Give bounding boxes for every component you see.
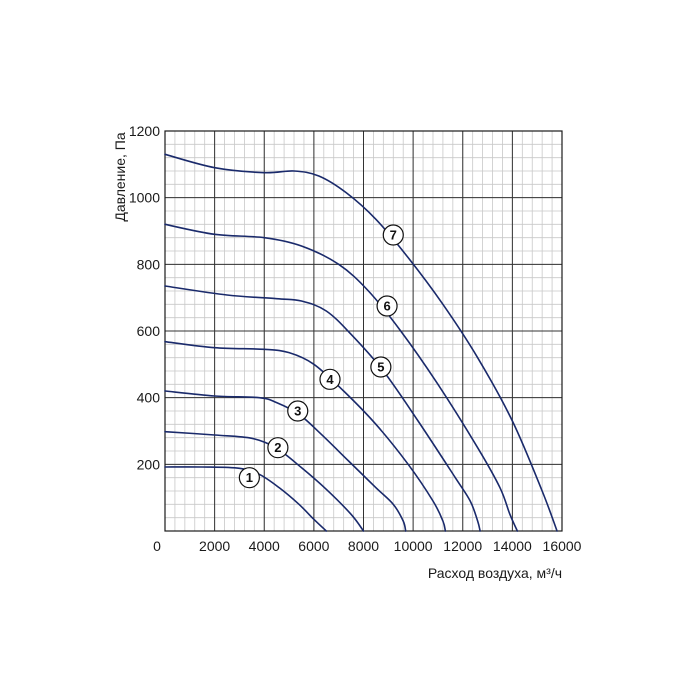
curve-label-circle — [376, 295, 398, 317]
curve-label-7: 7 — [382, 224, 404, 246]
x-tick-label: 6000 — [298, 538, 329, 554]
x-tick-label: 16000 — [543, 538, 582, 554]
curve-label-circle — [287, 400, 309, 422]
curve-label-text: 2 — [274, 440, 281, 455]
y-tick-label: 200 — [137, 456, 161, 472]
curve-1 — [164, 466, 328, 532]
x-tick-label: 2000 — [199, 538, 230, 554]
curve-label-text: 6 — [383, 299, 390, 314]
curve-label-text: 7 — [390, 228, 397, 243]
curve-5 — [164, 285, 481, 532]
x-axis-title: Расход воздуха, м³/ч — [428, 565, 562, 581]
x-tick-labels: 0 2000 4000 6000 8000 10000 12000 14000 16000 — [153, 538, 582, 554]
x-tick-label: 10000 — [394, 538, 433, 554]
y-tick-labels: 200 400 600 800 1000 1200 — [129, 123, 160, 472]
curve-4 — [164, 340, 447, 532]
curve-label-5: 5 — [370, 356, 392, 378]
y-tick-label: 400 — [137, 390, 161, 406]
curve-label-1: 1 — [238, 467, 260, 489]
curve-label-circle — [238, 467, 260, 489]
curve-7 — [164, 153, 558, 532]
curve-6 — [164, 223, 519, 532]
curve-label-text: 1 — [246, 470, 253, 485]
y-tick-label: 600 — [137, 323, 161, 339]
curve-label-circle — [319, 368, 341, 390]
curve-label-4: 4 — [319, 368, 341, 390]
x-tick-label: 8000 — [348, 538, 379, 554]
curve-label-text: 5 — [377, 360, 384, 375]
curve-labels: 1 2 3 4 5 6 7 — [238, 224, 404, 489]
curve-label-circle — [267, 437, 289, 459]
y-tick-label: 1200 — [129, 123, 160, 139]
curve-label-3: 3 — [287, 400, 309, 422]
curve-2 — [164, 430, 365, 532]
curve-3 — [164, 390, 407, 532]
y-tick-label: 1000 — [129, 190, 160, 206]
x-tick-label: 14000 — [493, 538, 532, 554]
curve-label-2: 2 — [267, 437, 289, 459]
y-tick-label: 800 — [137, 256, 161, 272]
curve-label-text: 3 — [294, 404, 301, 419]
x-tick-label: 4000 — [249, 538, 280, 554]
x-tick-label: 12000 — [443, 538, 482, 554]
curve-label-circle — [370, 356, 392, 378]
curve-label-6: 6 — [376, 295, 398, 317]
curve-label-circle — [382, 224, 404, 246]
curve-label-text: 4 — [326, 372, 334, 387]
y-axis-title: Давление, Па — [112, 132, 128, 222]
x-tick-label: 0 — [153, 538, 161, 554]
